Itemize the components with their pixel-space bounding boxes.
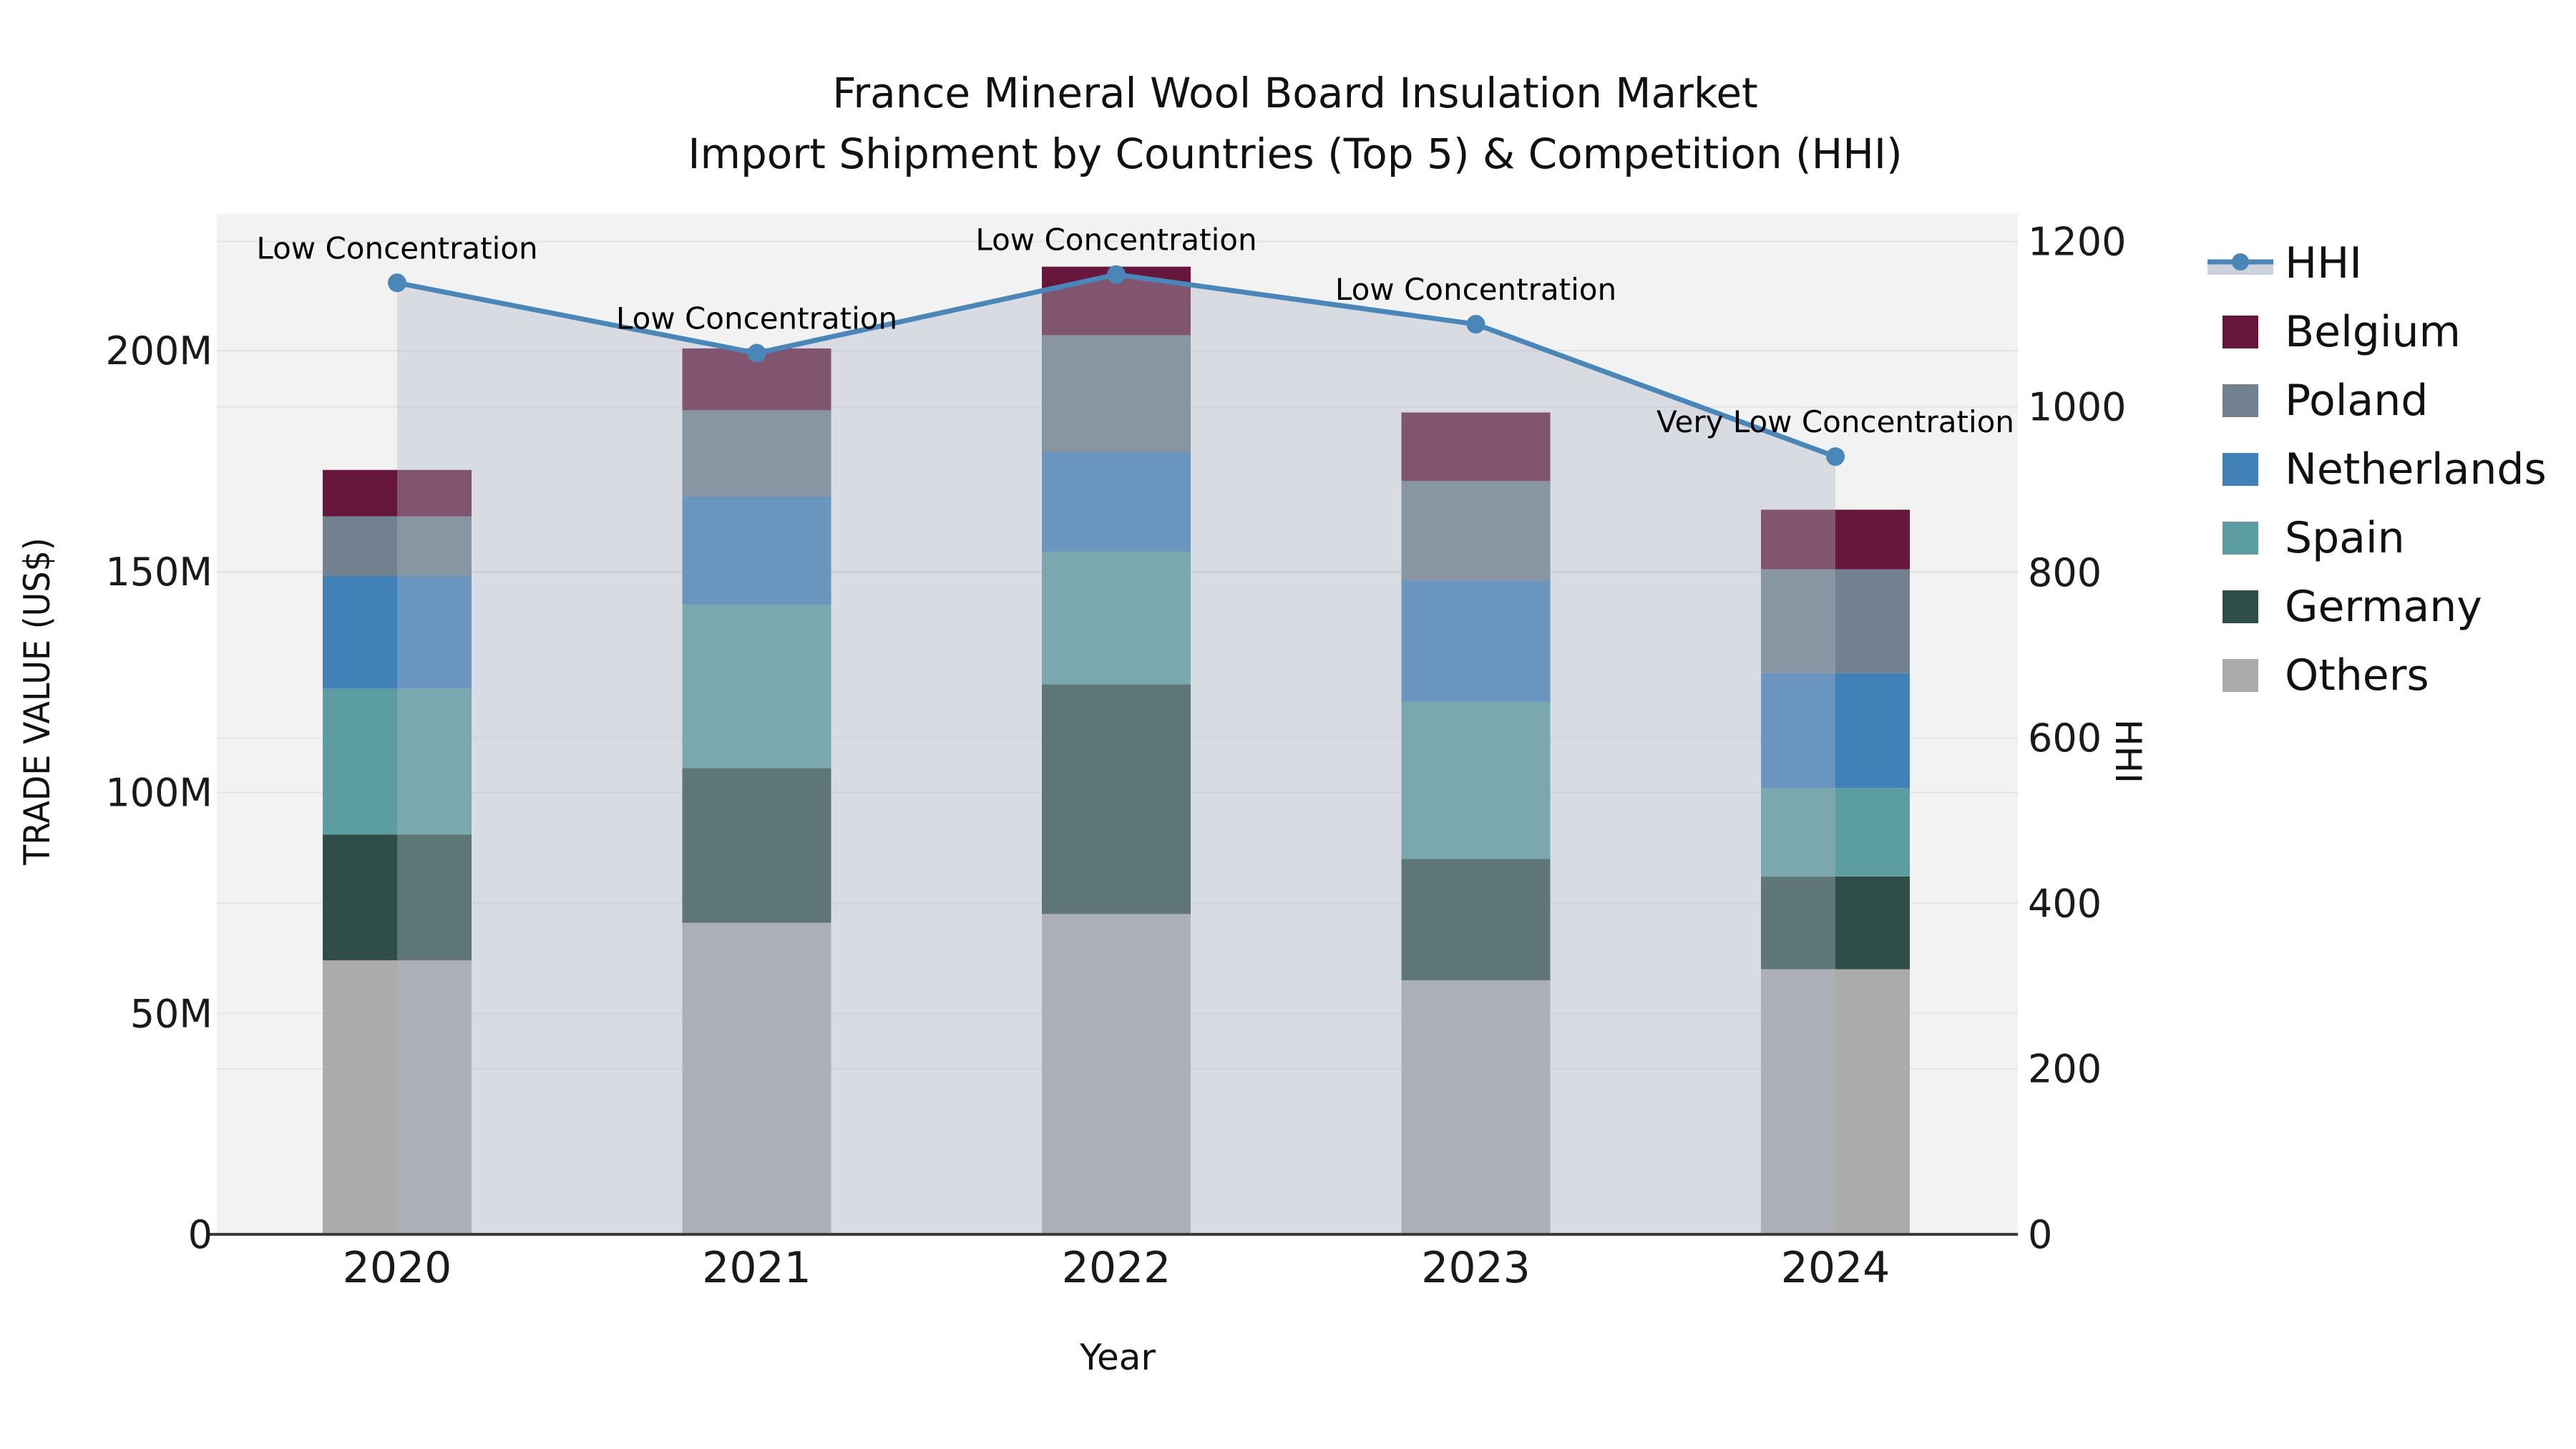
bar-segment-netherlands-2021 bbox=[682, 496, 831, 605]
color-swatch-icon bbox=[2207, 384, 2273, 417]
bar-segment-netherlands-2020 bbox=[323, 575, 472, 689]
legend-label-spain: Spain bbox=[2285, 513, 2405, 563]
right-axis-tick-label: 200 bbox=[2028, 1047, 2102, 1092]
left-axis-title: TRADE VALUE (US$) bbox=[16, 537, 58, 865]
x-axis-tick-label-2024: 2024 bbox=[1781, 1243, 1890, 1293]
legend-item-belgium[interactable]: Belgium bbox=[2207, 298, 2576, 366]
right-axis-title: HHI bbox=[2107, 719, 2149, 784]
hhi-annotation-2020: Low Concentration bbox=[256, 230, 537, 265]
bar-segment-belgium-2020 bbox=[323, 469, 472, 517]
bar-segment-belgium-2024 bbox=[1761, 509, 1910, 570]
x-axis-tick-label-2022: 2022 bbox=[1062, 1243, 1171, 1293]
color-swatch-icon bbox=[2207, 522, 2273, 555]
legend-swatch-netherlands bbox=[2223, 453, 2258, 486]
bar-segment-germany-2020 bbox=[323, 834, 472, 961]
legend-item-netherlands[interactable]: Netherlands bbox=[2207, 435, 2576, 504]
right-axis-tick-label: 0 bbox=[2028, 1212, 2052, 1257]
left-axis-tick-label: 0 bbox=[188, 1212, 213, 1257]
hhi-annotation-2023: Low Concentration bbox=[1335, 272, 1616, 307]
bar-segment-poland-2024 bbox=[1761, 569, 1910, 673]
color-swatch-icon bbox=[2207, 659, 2273, 692]
bar-segment-spain-2020 bbox=[323, 688, 472, 835]
bar-segment-belgium-2023 bbox=[1401, 412, 1551, 482]
bar-segment-spain-2022 bbox=[1042, 551, 1191, 685]
legend-label-others: Others bbox=[2285, 650, 2429, 701]
hhi-marker-2024 bbox=[1826, 447, 1845, 467]
legend-swatch-belgium bbox=[2223, 316, 2258, 348]
legend-swatch-poland bbox=[2223, 384, 2258, 417]
legend-label-poland: Poland bbox=[2285, 376, 2429, 426]
legend-label-germany: Germany bbox=[2285, 582, 2482, 632]
color-swatch-icon bbox=[2207, 590, 2273, 623]
legend-swatch-germany bbox=[2223, 590, 2258, 623]
right-axis-tick-label: 1200 bbox=[2028, 219, 2126, 264]
bar-segment-germany-2023 bbox=[1401, 859, 1551, 980]
bar-segment-poland-2020 bbox=[323, 516, 472, 576]
legend-item-others[interactable]: Others bbox=[2207, 641, 2576, 710]
right-axis-tick-label: 800 bbox=[2028, 550, 2102, 595]
hhi-legend-symbol bbox=[2207, 253, 2273, 275]
legend-label-netherlands: Netherlands bbox=[2285, 444, 2547, 494]
bar-segment-germany-2021 bbox=[682, 768, 831, 923]
bar-segment-others-2023 bbox=[1401, 980, 1551, 1234]
x-axis-tick-label-2021: 2021 bbox=[702, 1243, 811, 1293]
x-axis-tick-label-2023: 2023 bbox=[1421, 1243, 1531, 1293]
bar-segment-germany-2022 bbox=[1042, 684, 1191, 914]
hhi-marker-2022 bbox=[1107, 265, 1126, 284]
hhi-marker-2020 bbox=[388, 273, 406, 293]
left-axis-tick-label: 150M bbox=[105, 550, 213, 595]
bar-segment-poland-2023 bbox=[1401, 481, 1551, 581]
legend-swatch-spain bbox=[2223, 522, 2258, 555]
color-swatch-icon bbox=[2207, 453, 2273, 486]
bar-segment-spain-2021 bbox=[682, 605, 831, 769]
legend-swatch-others bbox=[2223, 659, 2258, 692]
legend: HHI Belgium Poland Netherlands Spain Germany O… bbox=[2207, 229, 2576, 710]
bar-segment-netherlands-2023 bbox=[1401, 580, 1551, 702]
left-axis-tick-label: 100M bbox=[105, 771, 213, 816]
bar-segment-others-2020 bbox=[323, 960, 472, 1234]
left-axis-tick-label: 200M bbox=[105, 328, 213, 374]
hhi-annotation-2021: Low Concentration bbox=[616, 301, 897, 336]
chart-title-line2: Import Shipment by Countries (Top 5) & C… bbox=[688, 130, 1903, 178]
x-axis-tick-label-2020: 2020 bbox=[343, 1243, 452, 1293]
hhi-marker-2021 bbox=[747, 343, 766, 363]
right-axis-tick-label: 400 bbox=[2028, 881, 2102, 926]
chart-title-line1: France Mineral Wool Board Insulation Mar… bbox=[832, 69, 1758, 117]
bar-segment-spain-2023 bbox=[1401, 701, 1551, 859]
bar-segment-netherlands-2024 bbox=[1761, 673, 1910, 789]
bar-segment-poland-2021 bbox=[682, 410, 831, 497]
bar-segment-germany-2024 bbox=[1761, 876, 1910, 970]
right-axis-tick-label: 600 bbox=[2028, 716, 2102, 761]
bar-segment-poland-2022 bbox=[1042, 335, 1191, 453]
left-axis-tick-label: 50M bbox=[130, 991, 213, 1036]
hhi-annotation-2024: Very Low Concentration bbox=[1657, 404, 2014, 439]
bar-segment-others-2022 bbox=[1042, 914, 1191, 1234]
bar-segment-spain-2024 bbox=[1761, 788, 1910, 877]
bar-segment-others-2024 bbox=[1761, 969, 1910, 1234]
right-axis-tick-label: 1000 bbox=[2028, 385, 2126, 430]
legend-label-hhi: HHI bbox=[2285, 238, 2362, 288]
hhi-marker-2023 bbox=[1466, 315, 1485, 334]
legend-label-belgium: Belgium bbox=[2285, 307, 2461, 357]
legend-item-spain[interactable]: Spain bbox=[2207, 504, 2576, 572]
hhi-line-legend-icon bbox=[2207, 246, 2273, 280]
bar-segment-netherlands-2022 bbox=[1042, 452, 1191, 552]
hhi-area bbox=[397, 274, 1835, 1234]
legend-item-poland[interactable]: Poland bbox=[2207, 366, 2576, 435]
bar-segment-others-2021 bbox=[682, 922, 831, 1234]
color-swatch-icon bbox=[2207, 316, 2273, 348]
legend-item-hhi[interactable]: HHI bbox=[2207, 229, 2576, 298]
legend-item-germany[interactable]: Germany bbox=[2207, 572, 2576, 641]
x-axis-title: Year bbox=[1080, 1337, 1156, 1378]
hhi-annotation-2022: Low Concentration bbox=[975, 223, 1257, 258]
